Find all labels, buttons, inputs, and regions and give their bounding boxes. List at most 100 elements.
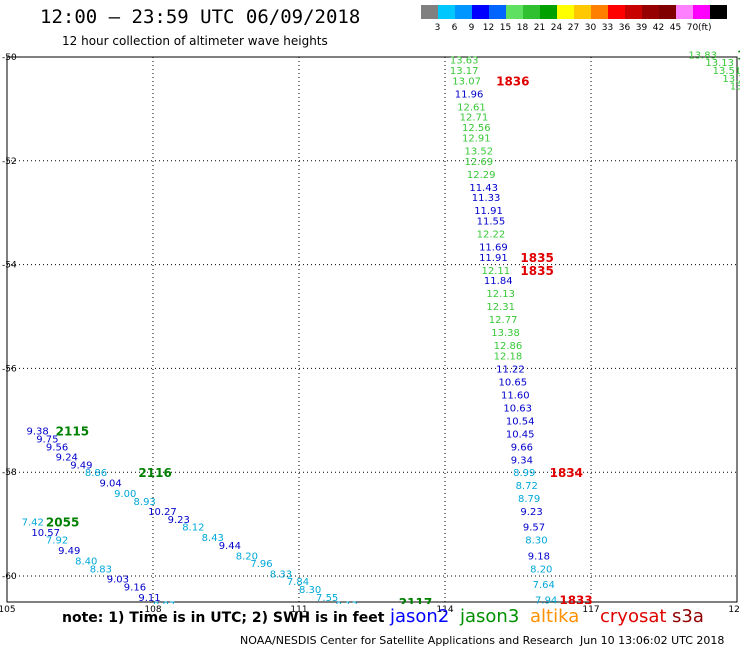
scale-swatch: [625, 5, 642, 19]
wave-height-value: 9.18: [528, 551, 550, 562]
wave-height-value: 8.72: [516, 481, 538, 492]
scale-swatch: [642, 5, 659, 19]
pass-time-label: 2117: [399, 596, 432, 610]
wave-height-value: 8.79: [518, 494, 540, 505]
pass-time-label: 1835: [520, 251, 553, 265]
scale-swatch: [523, 5, 540, 19]
pass-time-label: 1836: [496, 74, 529, 88]
scale-swatch: [608, 5, 625, 19]
satellite-altika: altika: [530, 606, 580, 627]
pass-time-label: 2115: [56, 425, 89, 439]
wave-height-value: 10.45: [506, 429, 535, 440]
wave-height-value: 8.99: [513, 468, 535, 479]
wave-height-value: 8.13: [336, 601, 358, 612]
wave-height-value: 9.57: [523, 523, 545, 534]
map-frame: [6, 56, 738, 603]
x-tick-label: 117: [582, 605, 599, 615]
y-tick-label: -58: [2, 468, 17, 478]
credit-line: NOAA/NESDIS Center for Satellite Applica…: [240, 634, 574, 647]
wave-height-value: 11.33: [472, 193, 501, 204]
scale-swatch: [557, 5, 574, 19]
pass-time-label: 1833: [559, 593, 592, 607]
wave-height-value: 9.38: [26, 427, 48, 438]
y-tick-label: -60: [2, 572, 17, 582]
scale-swatch: [438, 5, 455, 19]
scale-label: 3: [434, 23, 441, 33]
wave-height-value: 13.51: [713, 66, 740, 77]
scale-swatch: [710, 5, 727, 19]
wave-height-value: 9.75: [36, 435, 58, 446]
wave-height-value: 9.23: [520, 507, 542, 518]
scale-label: 12: [482, 23, 495, 33]
scale-label: 15: [499, 23, 512, 33]
wave-height-value: 13.17: [450, 66, 479, 77]
wave-height-value: 7.84: [287, 577, 309, 588]
wave-height-value: 10.63: [503, 403, 532, 414]
wave-height-value: 11.60: [501, 390, 530, 401]
wave-height-value: 10.65: [499, 377, 528, 388]
satellite-cryosat: cryosat: [600, 606, 667, 627]
scale-label: 18: [516, 23, 529, 33]
wave-height-value: 11.96: [455, 89, 484, 100]
wave-height-value: 7.64: [533, 580, 555, 591]
x-tick-label: 120: [728, 605, 740, 615]
scale-label: 6: [451, 23, 458, 33]
wave-height-value: 11.55: [477, 217, 506, 228]
scale-label: 27: [567, 23, 580, 33]
wave-height-value: 13.63: [450, 56, 479, 67]
wave-height-value: 12.86: [494, 341, 523, 352]
scale-label: 33: [601, 23, 614, 33]
wave-height-value: 12.11: [482, 266, 511, 277]
scale-swatch: [693, 5, 710, 19]
wave-height-value: 8.93: [134, 497, 156, 508]
units-note: note: 1) Time is in UTC; 2) SWH is in fe…: [62, 610, 385, 626]
wave-height-value: 8.20: [236, 551, 258, 562]
satellite-s3a: s3a: [672, 606, 704, 627]
wave-height-value: 9.00: [114, 489, 136, 500]
wave-height-value: 13.07: [452, 76, 481, 87]
pass-time-label: 2116: [138, 466, 171, 480]
x-tick-label: 114: [436, 605, 453, 615]
wave-height-value: 8.20: [530, 564, 552, 575]
wave-height-value: 8.33: [270, 569, 292, 580]
wave-height-value: 12.22: [477, 229, 506, 240]
wave-height-value: 9.24: [56, 453, 78, 464]
wave-height-value: 13.38: [491, 328, 520, 339]
wave-height-value: 11.84: [484, 276, 513, 287]
wave-height-value: 9.03: [107, 575, 129, 586]
scale-label: 30: [584, 23, 597, 33]
wave-height-value: 9.11: [138, 593, 160, 604]
wave-height-value: 13.13: [705, 58, 734, 69]
wave-height-value: 9.49: [70, 460, 92, 471]
wave-height-value: 12.56: [462, 123, 491, 134]
generation-timestamp: Jun 10 13:06:02 UTC 2018: [580, 634, 725, 647]
wave-height-value: 9.34: [511, 455, 533, 466]
wave-height-value: 13.25: [722, 74, 740, 85]
scale-label: 9: [468, 23, 475, 33]
wave-height-value: 8.12: [182, 523, 204, 534]
wave-height-value: 7.94: [535, 595, 557, 606]
wave-height-value: 12.69: [464, 157, 493, 168]
wave-height-value: 11.43: [469, 183, 498, 194]
chart-subtitle: 12 hour collection of altimeter wave hei…: [62, 34, 328, 48]
wave-height-value: 12.29: [467, 170, 496, 181]
wave-height-value: 9.16: [124, 582, 146, 593]
y-tick-label: -56: [2, 364, 17, 374]
chart-title: 12:00 – 23:59 UTC 06/09/2018: [40, 6, 361, 28]
scale-swatch: [472, 5, 489, 19]
wave-height-value: 9.56: [46, 442, 68, 453]
wave-height-value: 9.44: [219, 541, 241, 552]
wave-height-value: 13.83: [688, 50, 717, 61]
wave-height-value: 10.54: [506, 416, 535, 427]
wave-height-value: 7.42: [22, 518, 44, 529]
scale-label: 21: [533, 23, 546, 33]
wave-height-value: 8.87: [153, 601, 175, 612]
wave-height-value: 13.13: [730, 82, 740, 93]
wave-height-value: 12.18: [494, 351, 523, 362]
wave-height-value: 8.43: [202, 533, 224, 544]
pass-time-label: 1834: [550, 466, 583, 480]
pass-time-label: 18: [737, 48, 740, 62]
wave-height-value: 12.71: [460, 113, 489, 124]
scale-swatch: [591, 5, 608, 19]
scale-swatch: [455, 5, 472, 19]
